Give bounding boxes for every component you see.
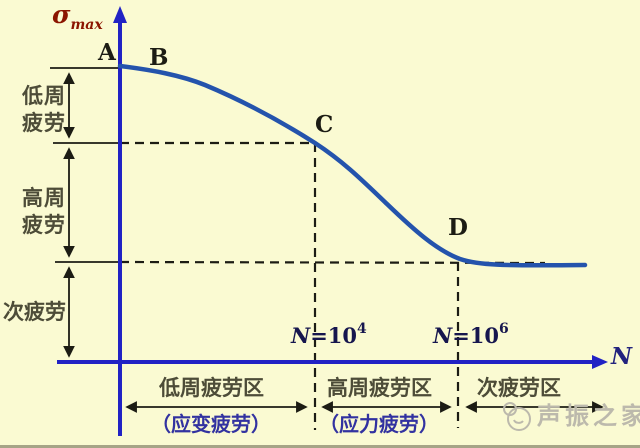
- x-axis-arrowhead: [592, 355, 608, 369]
- y-axis-label: σmax: [52, 2, 103, 32]
- cycle-marker-10e4: N=104: [291, 321, 367, 348]
- range-label-sub-fatigue: 次疲劳: [3, 300, 66, 324]
- cycle-marker-10e6-n: N: [433, 323, 453, 348]
- zone-sublabel-stress-fatigue: （应力疲劳）: [319, 412, 439, 436]
- y-axis-arrowhead: [113, 6, 127, 23]
- zone-label-high-cycle: 高周疲劳区: [327, 376, 432, 400]
- range-label-low-cycle: 低周疲劳: [22, 84, 66, 135]
- zone-label-sub-fatigue: 次疲劳区: [477, 376, 561, 400]
- dashed-line-d-level: [119, 260, 546, 265]
- cycle-marker-10e4-exp: 4: [357, 321, 367, 337]
- cycle-marker-10e6-eq: =10: [452, 323, 500, 348]
- image-bottom-edge: [0, 445, 640, 448]
- cycle-marker-10e6-exp: 6: [499, 321, 509, 337]
- point-label-a: A: [98, 39, 116, 66]
- range-label-high-cycle: 高周疲劳: [22, 186, 66, 237]
- point-label-d: D: [448, 214, 468, 241]
- zone-label-low-cycle: 低周疲劳区: [159, 376, 264, 400]
- sigma-subscript: max: [70, 17, 103, 33]
- cycle-marker-10e4-n: N: [291, 323, 311, 348]
- x-axis-label: N: [611, 343, 633, 370]
- cycle-marker-10e4-eq: =10: [310, 323, 358, 348]
- zone-sublabel-strain-fatigue: （应变疲劳）: [151, 412, 271, 436]
- cycle-marker-10e6: N=106: [433, 321, 509, 348]
- watermark-text: 声振之家: [537, 402, 640, 430]
- sigma-symbol: σ: [52, 0, 71, 29]
- watermark-logo-icon: [503, 402, 531, 431]
- sn-curve: [117, 63, 588, 268]
- point-label-c: C: [315, 111, 334, 138]
- point-label-b: B: [149, 44, 169, 71]
